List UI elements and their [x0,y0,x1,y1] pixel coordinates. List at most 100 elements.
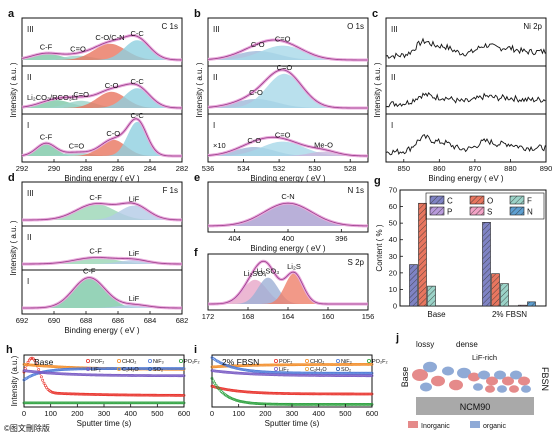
data-point [54,372,58,375]
data-point [257,363,261,367]
data-point [41,371,45,374]
data-point [273,402,277,406]
data-point [251,390,255,394]
data-point [353,402,357,406]
data-point [147,393,151,397]
data-point [62,372,66,376]
data-point [82,401,86,405]
data-point [73,367,77,371]
panel-title: N 1s [348,186,364,195]
data-point [73,392,77,396]
data-point [330,402,334,406]
data-point [153,374,157,378]
data-point [127,401,131,405]
data-point [173,401,177,405]
data-point [250,372,254,376]
data-point [29,374,33,378]
data-point [281,373,285,377]
data-point [350,374,354,378]
data-point [141,374,145,377]
data-point [227,388,231,392]
data-point [131,367,135,370]
y-tick-label: 40 [389,235,397,244]
strip-label: III [213,25,220,34]
data-point [50,365,54,368]
peak-label: LiF [129,249,140,258]
data-point [230,365,234,369]
data-point [238,367,242,371]
data-point [143,374,147,377]
inorganic-particle [485,385,495,393]
data-point [30,374,34,377]
data-point [277,391,281,395]
data-point [351,374,355,378]
peak-label: C-O [105,81,119,90]
data-point [165,393,169,397]
data-point [331,374,335,377]
data-point [47,364,51,368]
data-point [95,367,99,371]
data-point [345,363,349,366]
data-point [121,373,125,377]
data-point [166,401,170,405]
data-point [129,367,133,370]
data-point [90,367,94,371]
data-point [165,401,169,405]
data-point [97,401,101,405]
data-point [218,365,222,368]
bar-o [491,273,500,307]
data-point [305,363,309,367]
data-point [43,364,47,368]
data-point [365,392,369,396]
data-point [126,367,130,370]
data-point [323,392,327,396]
data-point [117,373,121,377]
data-point [210,384,214,388]
data-point [307,402,311,406]
data-point [330,363,334,366]
strip-label: III [27,189,34,198]
data-point [311,392,315,396]
data-point [50,371,54,375]
data-point [367,402,371,406]
data-point [107,401,111,405]
data-point [181,374,185,378]
data-point [30,356,34,360]
data-point [241,390,245,393]
data-point [105,401,109,405]
data-point [122,373,126,377]
data-point [154,367,158,370]
data-point [249,363,253,367]
x-tick-label: 156 [362,312,375,321]
data-point [237,371,241,375]
data-point [133,374,137,377]
data-point [87,401,91,405]
data-point [255,402,259,405]
data-point [150,367,154,370]
data-point [214,383,218,387]
data-point [174,401,178,405]
x-tick-label: 500 [339,409,352,418]
data-point [58,365,62,369]
data-point [223,387,227,391]
data-point [61,401,65,405]
data-point [239,367,243,371]
data-point [299,373,303,377]
data-point [277,373,281,377]
data-point [171,401,175,405]
data-point [245,390,249,394]
data-point [242,400,246,404]
data-point [58,372,62,376]
legend-marker [147,366,152,371]
series-lif2 [210,369,374,378]
y-tick-label: 10 [389,285,397,294]
data-point [238,389,242,393]
y-axis-label: Intensity ( a.u. ) [9,62,18,117]
data-point [295,373,299,377]
data-point [57,401,61,405]
data-point [33,363,37,367]
data-point [27,363,31,367]
panel-letter: d [8,172,15,184]
data-point [90,401,94,405]
data-point [237,364,241,368]
